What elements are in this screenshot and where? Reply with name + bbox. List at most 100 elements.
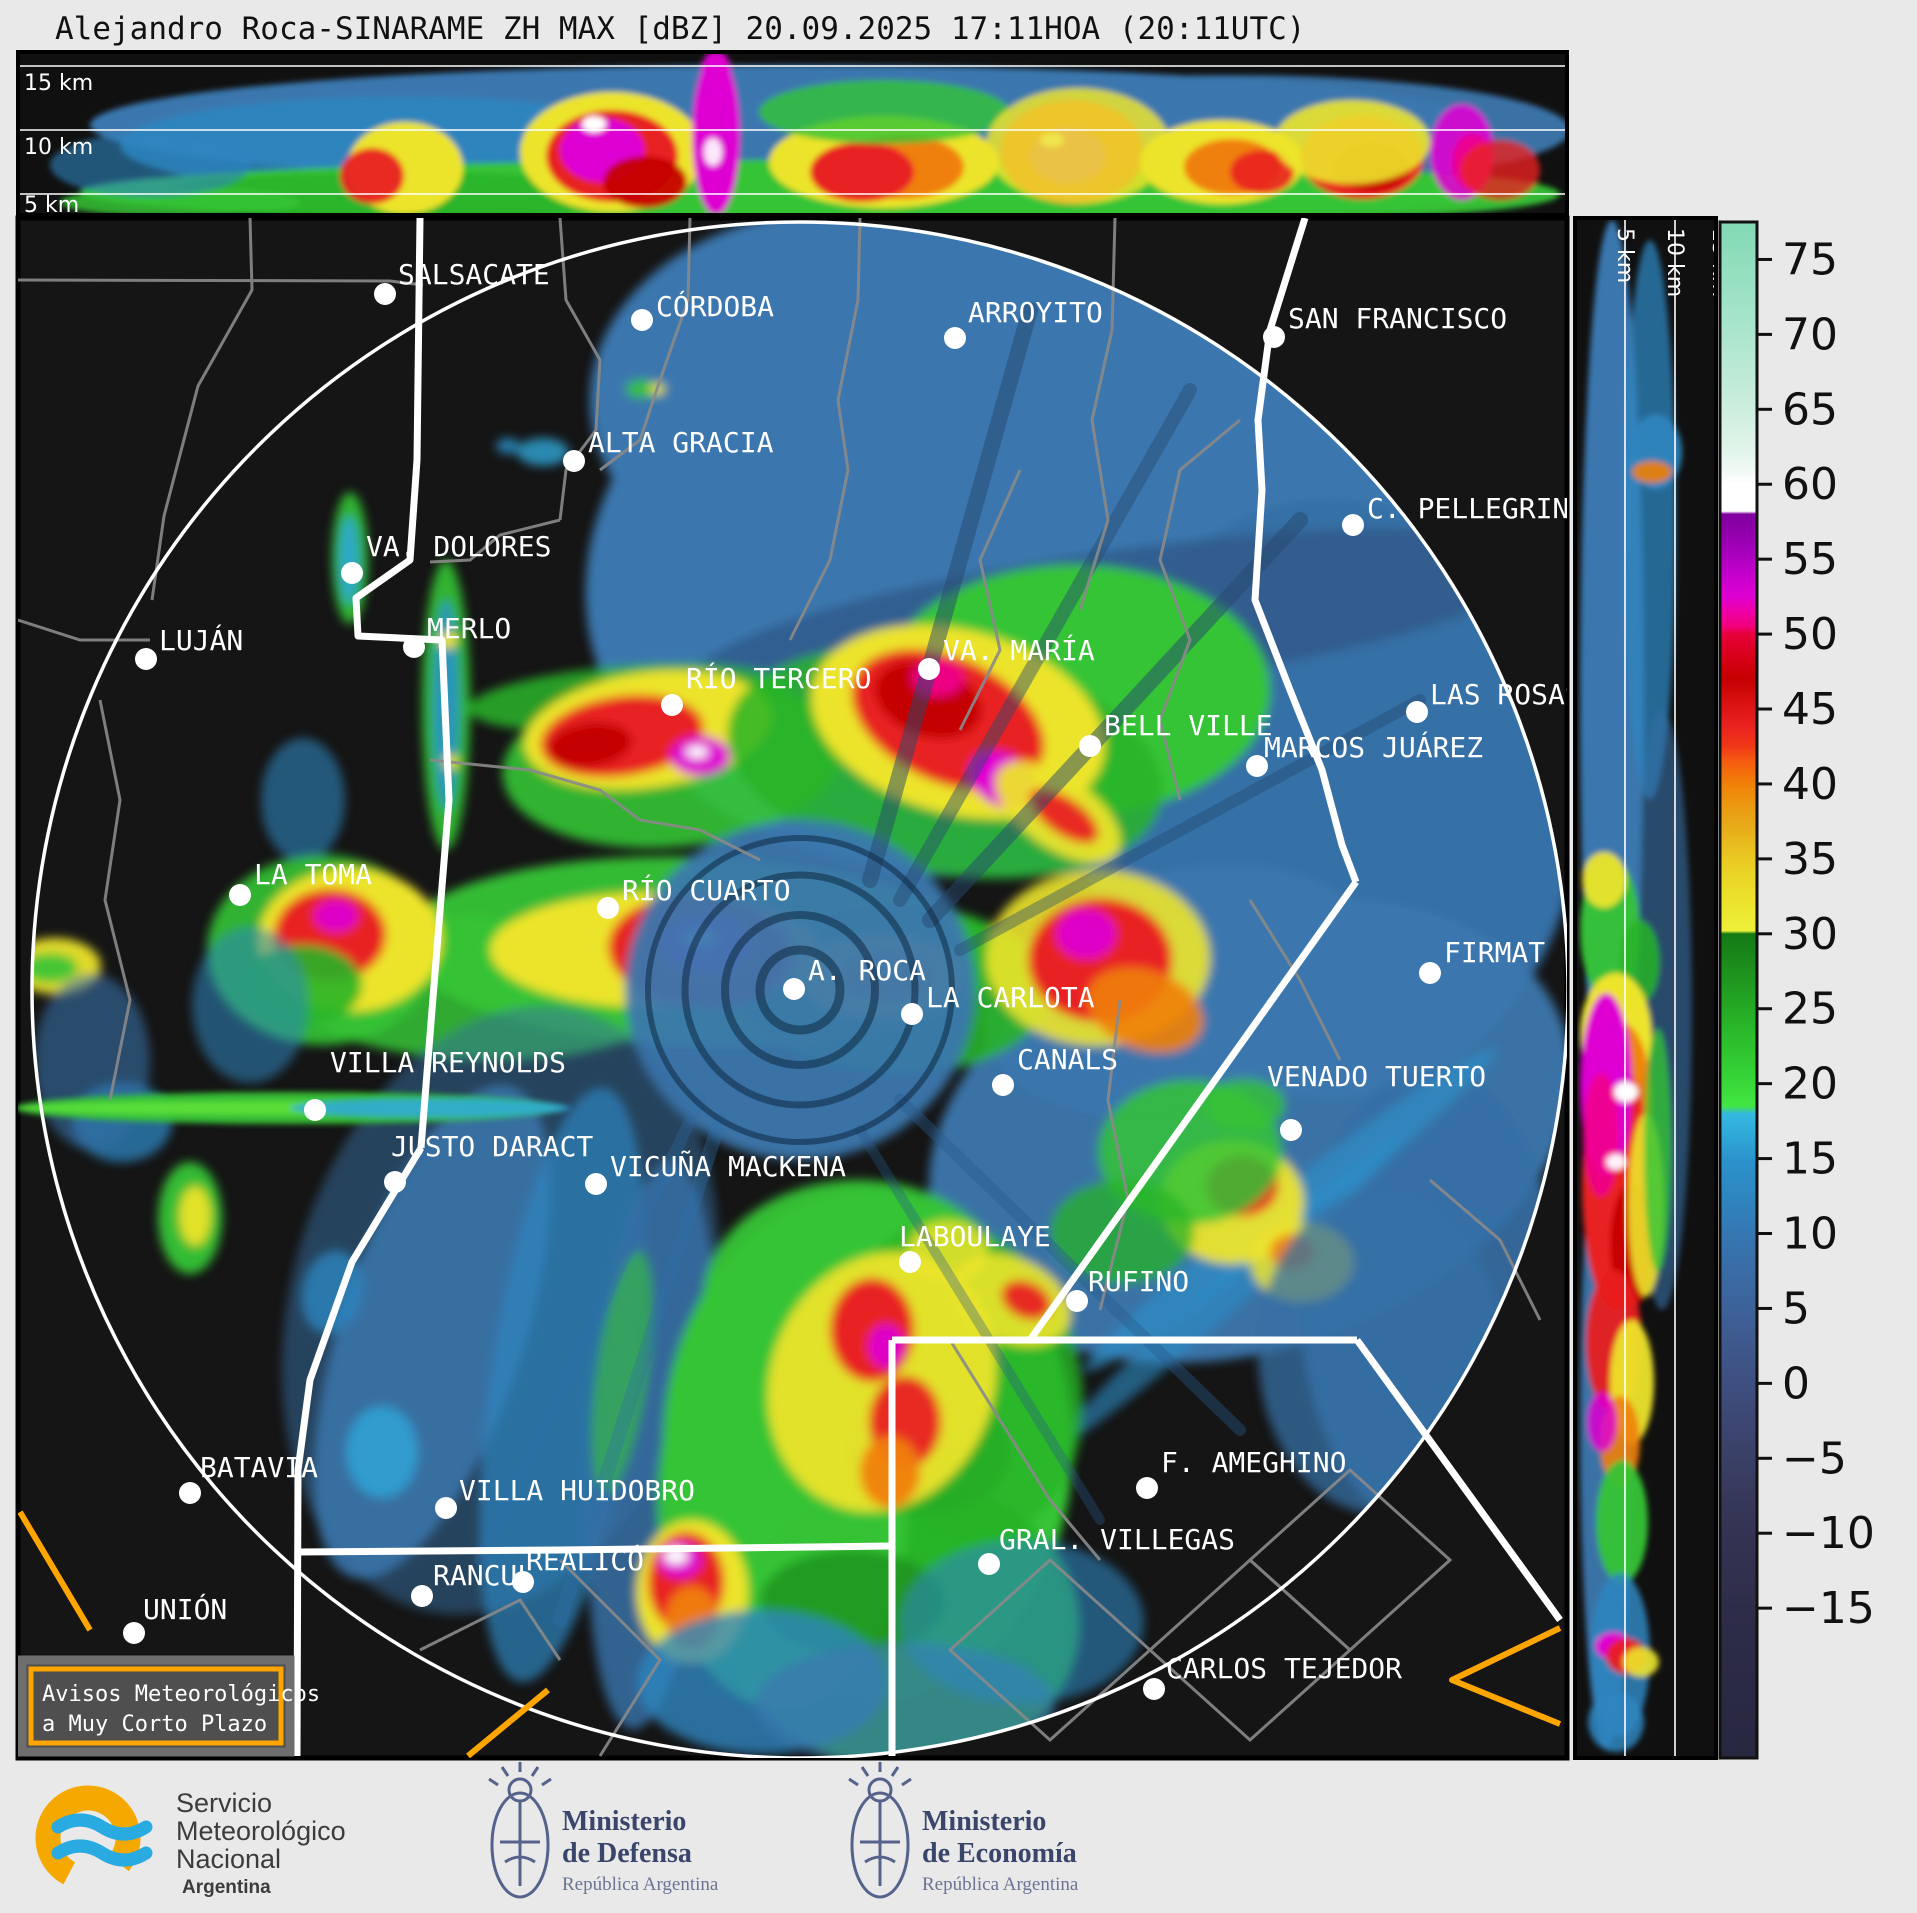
echo-blob <box>496 438 520 454</box>
echo-blob <box>1614 1082 1638 1102</box>
defensa-logo <box>488 1762 552 1899</box>
echo-blob <box>34 974 150 1150</box>
city-dot <box>597 897 619 919</box>
province-boundaries <box>293 218 1563 1757</box>
echo-blob <box>261 738 345 862</box>
defensa-line2: de Defensa <box>562 1838 692 1869</box>
city-label: REALICÓ <box>526 1543 644 1577</box>
economia-sub: República Argentina <box>922 1874 1079 1895</box>
city-dot <box>783 978 805 1000</box>
right-profile-echoes <box>1580 220 1692 1752</box>
echo-blob <box>548 722 632 768</box>
city-marker-carlos-tejedor: CARLOS TEJEDOR <box>1143 1652 1402 1700</box>
city-dot <box>1263 326 1285 348</box>
colorbar-tick-label: 25 <box>1782 984 1838 1035</box>
echo-blob <box>767 1252 997 1512</box>
echo-blob <box>1056 909 1116 959</box>
city-marker-venado-tuerto: VENADO TUERTO <box>1267 1060 1486 1141</box>
colorbar-tick-label: 70 <box>1782 309 1838 360</box>
top-profile-height-label-10km: 10 km <box>24 135 93 160</box>
echo-blob <box>1606 1154 1626 1170</box>
city-label: BELL VILLE <box>1104 709 1273 742</box>
colorbar-tick-label: 55 <box>1782 534 1838 585</box>
echo-blob <box>1274 100 1430 184</box>
city-marker-salsacate: SALSACATE <box>374 258 550 305</box>
colorbar-tick-label: 5 <box>1782 1283 1810 1334</box>
warning-box-border <box>28 1666 284 1746</box>
city-dot <box>374 283 396 305</box>
footer: Servicio Meteorológico Nacional Argentin… <box>35 1762 1079 1899</box>
city-label: F. AMEGHINO <box>1161 1446 1346 1479</box>
echo-blob <box>1001 1280 1051 1320</box>
echo-blob <box>1582 852 1626 908</box>
colorbar-tick-label: 15 <box>1782 1134 1838 1185</box>
right-cross-section-panel: 5 km 10 km 15 km <box>1573 216 1732 1760</box>
colorbar-tick-label: −15 <box>1782 1583 1875 1634</box>
city-dot <box>978 1553 1000 1575</box>
city-dot <box>918 658 940 680</box>
echo-blob <box>868 1324 904 1368</box>
city-marker-marcos-ju-rez: MARCOS JUÁREZ <box>1246 730 1483 777</box>
city-label: VA. DOLORES <box>366 530 551 563</box>
top-cross-section-panel: 15 km 10 km 5 km <box>16 50 1569 217</box>
colorbar-tick-label: 10 <box>1782 1209 1838 1260</box>
city-label: LUJÁN <box>159 623 243 657</box>
echo-blob <box>1460 140 1540 200</box>
colorbar-tick-label: 40 <box>1782 759 1838 810</box>
city-dot <box>1342 514 1364 536</box>
city-dot <box>411 1585 433 1607</box>
echo-blob <box>314 900 358 932</box>
echo-blob <box>179 1186 211 1246</box>
city-label: SAN FRANCISCO <box>1288 302 1507 335</box>
right-profile-height-label-10km: 10 km <box>1662 228 1687 297</box>
city-label: VILLA REYNOLDS <box>330 1046 566 1079</box>
warning-box: Avisos Meteorológicos a Muy Corto Plazo <box>18 1655 320 1757</box>
right-profile-height-label-15km: 15 km <box>1707 228 1732 297</box>
city-markers: SALSACATE CÓRDOBA ARROYITO SAN FRANCISCO ALT… <box>123 258 1567 1700</box>
department-boundaries <box>18 218 1542 1757</box>
city-dot <box>661 694 683 716</box>
city-label: MARCOS JUÁREZ <box>1264 730 1483 764</box>
colorbar-gradient <box>1718 220 1759 1760</box>
city-dot <box>1136 1477 1158 1499</box>
echo-blob <box>908 1220 988 1280</box>
echo-blob <box>1596 1460 1648 1584</box>
city-dot <box>1079 735 1101 757</box>
city-marker-villa-reynolds: VILLA REYNOLDS <box>304 1046 566 1121</box>
city-label: VILLA HUIDOBRO <box>459 1474 695 1507</box>
smn-country: Argentina <box>182 1877 271 1898</box>
echo-blob <box>1588 1692 1644 1752</box>
city-dot <box>341 562 363 584</box>
city-dot <box>944 327 966 349</box>
city-marker-gral-villegas: GRAL. VILLEGAS <box>978 1523 1235 1575</box>
city-marker-justo-daract: JUSTO DARACT <box>384 1130 593 1193</box>
echo-blob <box>517 438 569 466</box>
smn-logo <box>35 1785 153 1891</box>
city-marker-merlo: MERLO <box>403 612 511 658</box>
city-marker-c-pellegrini: C. PELLEGRINI <box>1342 492 1567 536</box>
echo-blob <box>591 1251 653 1493</box>
echo-blob <box>1632 461 1672 483</box>
right-profile-height-label-5km: 5 km <box>1612 228 1637 283</box>
city-marker-luj-n: LUJÁN <box>135 623 243 670</box>
city-marker-realic-: REALICÓ <box>512 1543 644 1593</box>
city-marker-c-rdoba: CÓRDOBA <box>631 289 774 331</box>
radar-center-rings <box>645 835 955 1145</box>
echo-blob <box>1058 1135 1402 1445</box>
city-dot <box>585 1173 607 1195</box>
top-profile-height-label-15km: 15 km <box>24 71 93 96</box>
city-dot <box>901 1003 923 1025</box>
city-marker-la-toma: LA TOMA <box>229 858 372 906</box>
city-dot <box>563 450 585 472</box>
city-dot <box>123 1622 145 1644</box>
echo-blob <box>1644 1028 1672 1272</box>
colorbar-tick-label: 35 <box>1782 834 1838 885</box>
city-marker-la-carlota: LA CARLOTA <box>901 981 1095 1025</box>
city-dot <box>1406 701 1428 723</box>
city-marker-firmat: FIRMAT <box>1419 936 1545 984</box>
city-label: LABOULAYE <box>899 1220 1051 1253</box>
city-marker-las-rosas: LAS ROSAS <box>1406 678 1567 723</box>
city-dot <box>1419 962 1441 984</box>
echo-blob <box>340 148 404 204</box>
